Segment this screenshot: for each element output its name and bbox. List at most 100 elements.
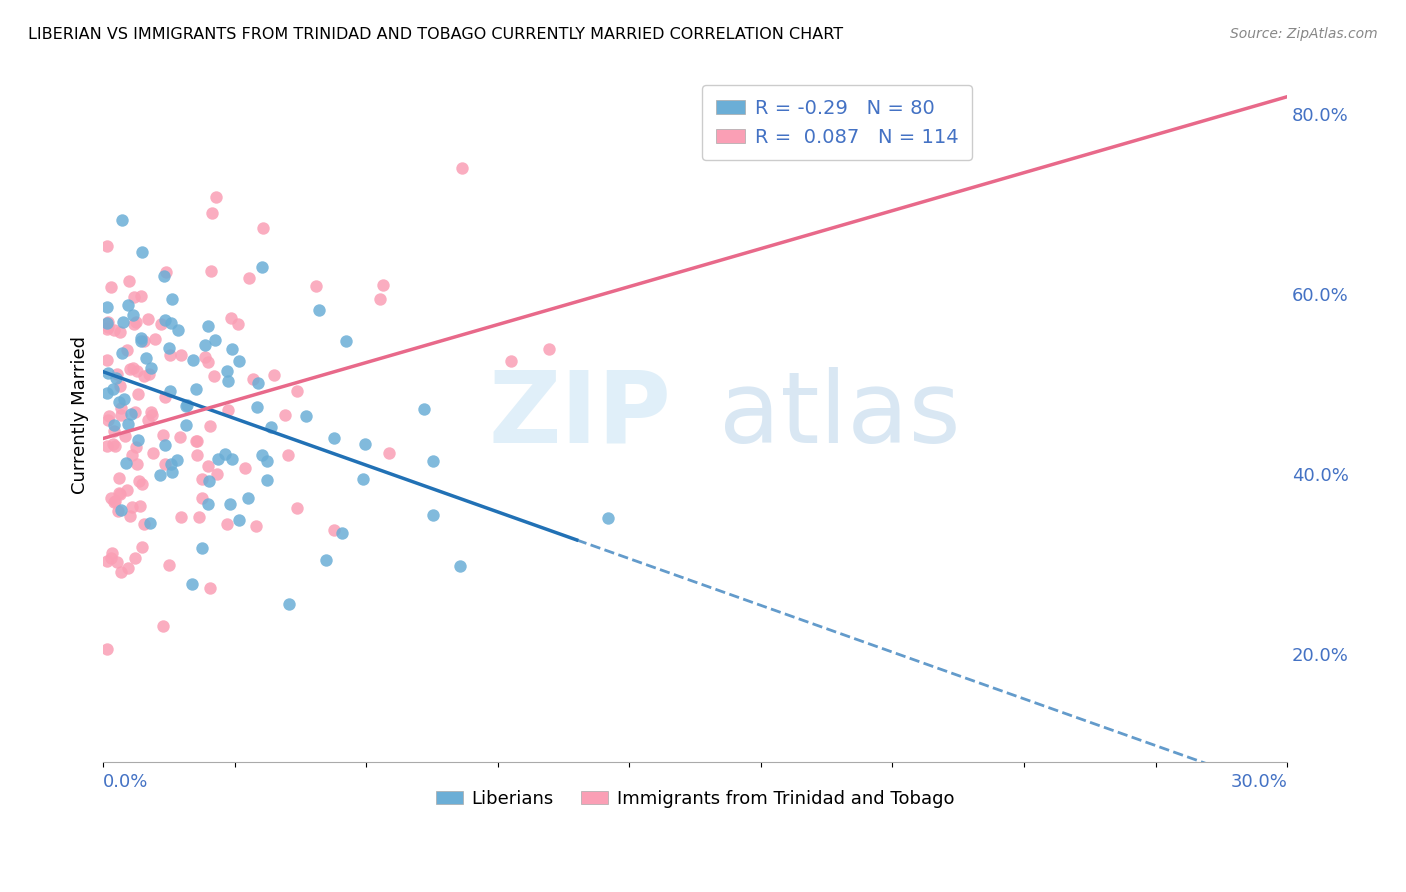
Point bbox=[204, 333, 226, 347]
Point bbox=[125, 315, 148, 329]
Point bbox=[221, 343, 243, 357]
Point bbox=[124, 405, 146, 419]
Point bbox=[141, 408, 163, 422]
Point bbox=[107, 504, 129, 518]
Point bbox=[215, 364, 238, 378]
Point bbox=[132, 517, 155, 532]
Point bbox=[105, 367, 128, 381]
Point bbox=[117, 561, 139, 575]
Text: atlas: atlas bbox=[718, 367, 960, 464]
Point bbox=[107, 471, 129, 485]
Point bbox=[136, 312, 159, 326]
Point bbox=[354, 437, 377, 451]
Point bbox=[121, 360, 143, 375]
Point bbox=[242, 372, 264, 386]
Point bbox=[108, 395, 131, 409]
Point bbox=[228, 353, 250, 368]
Point bbox=[115, 483, 138, 497]
Point bbox=[117, 417, 139, 431]
Point bbox=[129, 500, 152, 514]
Point bbox=[111, 212, 134, 227]
Point bbox=[110, 502, 132, 516]
Point bbox=[96, 439, 118, 453]
Point bbox=[371, 278, 394, 293]
Point bbox=[139, 516, 162, 530]
Point bbox=[250, 260, 273, 275]
Point bbox=[97, 412, 120, 426]
Point bbox=[181, 353, 204, 368]
Point bbox=[228, 513, 250, 527]
Point bbox=[111, 346, 134, 360]
Point bbox=[247, 376, 270, 390]
Point bbox=[96, 554, 118, 568]
Point bbox=[205, 467, 228, 481]
Point bbox=[124, 440, 146, 454]
Text: ZIP: ZIP bbox=[488, 367, 672, 464]
Point bbox=[114, 456, 136, 470]
Point bbox=[378, 446, 401, 460]
Point bbox=[120, 407, 142, 421]
Point bbox=[217, 374, 239, 388]
Point bbox=[101, 382, 124, 396]
Point bbox=[155, 265, 177, 279]
Point bbox=[194, 351, 217, 365]
Point bbox=[138, 367, 160, 381]
Point bbox=[308, 302, 330, 317]
Point bbox=[169, 510, 191, 524]
Point bbox=[152, 619, 174, 633]
Point bbox=[197, 355, 219, 369]
Point bbox=[129, 334, 152, 348]
Point bbox=[295, 409, 318, 423]
Point bbox=[97, 366, 120, 380]
Point bbox=[101, 546, 124, 560]
Point bbox=[191, 541, 214, 555]
Point bbox=[117, 343, 139, 357]
Point bbox=[315, 552, 337, 566]
Point bbox=[124, 550, 146, 565]
Text: Source: ZipAtlas.com: Source: ZipAtlas.com bbox=[1230, 27, 1378, 41]
Point bbox=[184, 434, 207, 448]
Point bbox=[422, 453, 444, 467]
Point bbox=[108, 487, 131, 501]
Point bbox=[157, 558, 180, 572]
Point bbox=[170, 348, 193, 362]
Point bbox=[121, 500, 143, 515]
Point bbox=[274, 408, 297, 422]
Point bbox=[153, 268, 176, 283]
Point bbox=[104, 493, 127, 508]
Point bbox=[245, 519, 267, 533]
Point bbox=[108, 325, 131, 339]
Point bbox=[330, 525, 353, 540]
Point bbox=[150, 317, 173, 331]
Point bbox=[155, 437, 177, 451]
Point bbox=[422, 508, 444, 522]
Point bbox=[278, 597, 301, 611]
Point bbox=[131, 477, 153, 491]
Point bbox=[323, 431, 346, 445]
Point bbox=[125, 363, 148, 377]
Point bbox=[233, 461, 256, 475]
Point bbox=[501, 353, 523, 368]
Point bbox=[124, 318, 146, 332]
Point bbox=[103, 439, 125, 453]
Point bbox=[198, 581, 221, 595]
Point bbox=[181, 577, 204, 591]
Point bbox=[201, 206, 224, 220]
Point bbox=[159, 317, 181, 331]
Point bbox=[138, 413, 160, 427]
Point bbox=[96, 386, 118, 401]
Point bbox=[352, 471, 374, 485]
Point bbox=[110, 401, 132, 415]
Point bbox=[323, 523, 346, 537]
Text: 0.0%: 0.0% bbox=[103, 772, 149, 790]
Point bbox=[96, 316, 118, 330]
Point bbox=[451, 161, 474, 175]
Point bbox=[121, 308, 143, 322]
Point bbox=[139, 405, 162, 419]
Point bbox=[186, 448, 208, 462]
Point bbox=[205, 190, 228, 204]
Point bbox=[169, 430, 191, 444]
Point bbox=[127, 458, 149, 472]
Point bbox=[368, 293, 391, 307]
Point bbox=[118, 362, 141, 376]
